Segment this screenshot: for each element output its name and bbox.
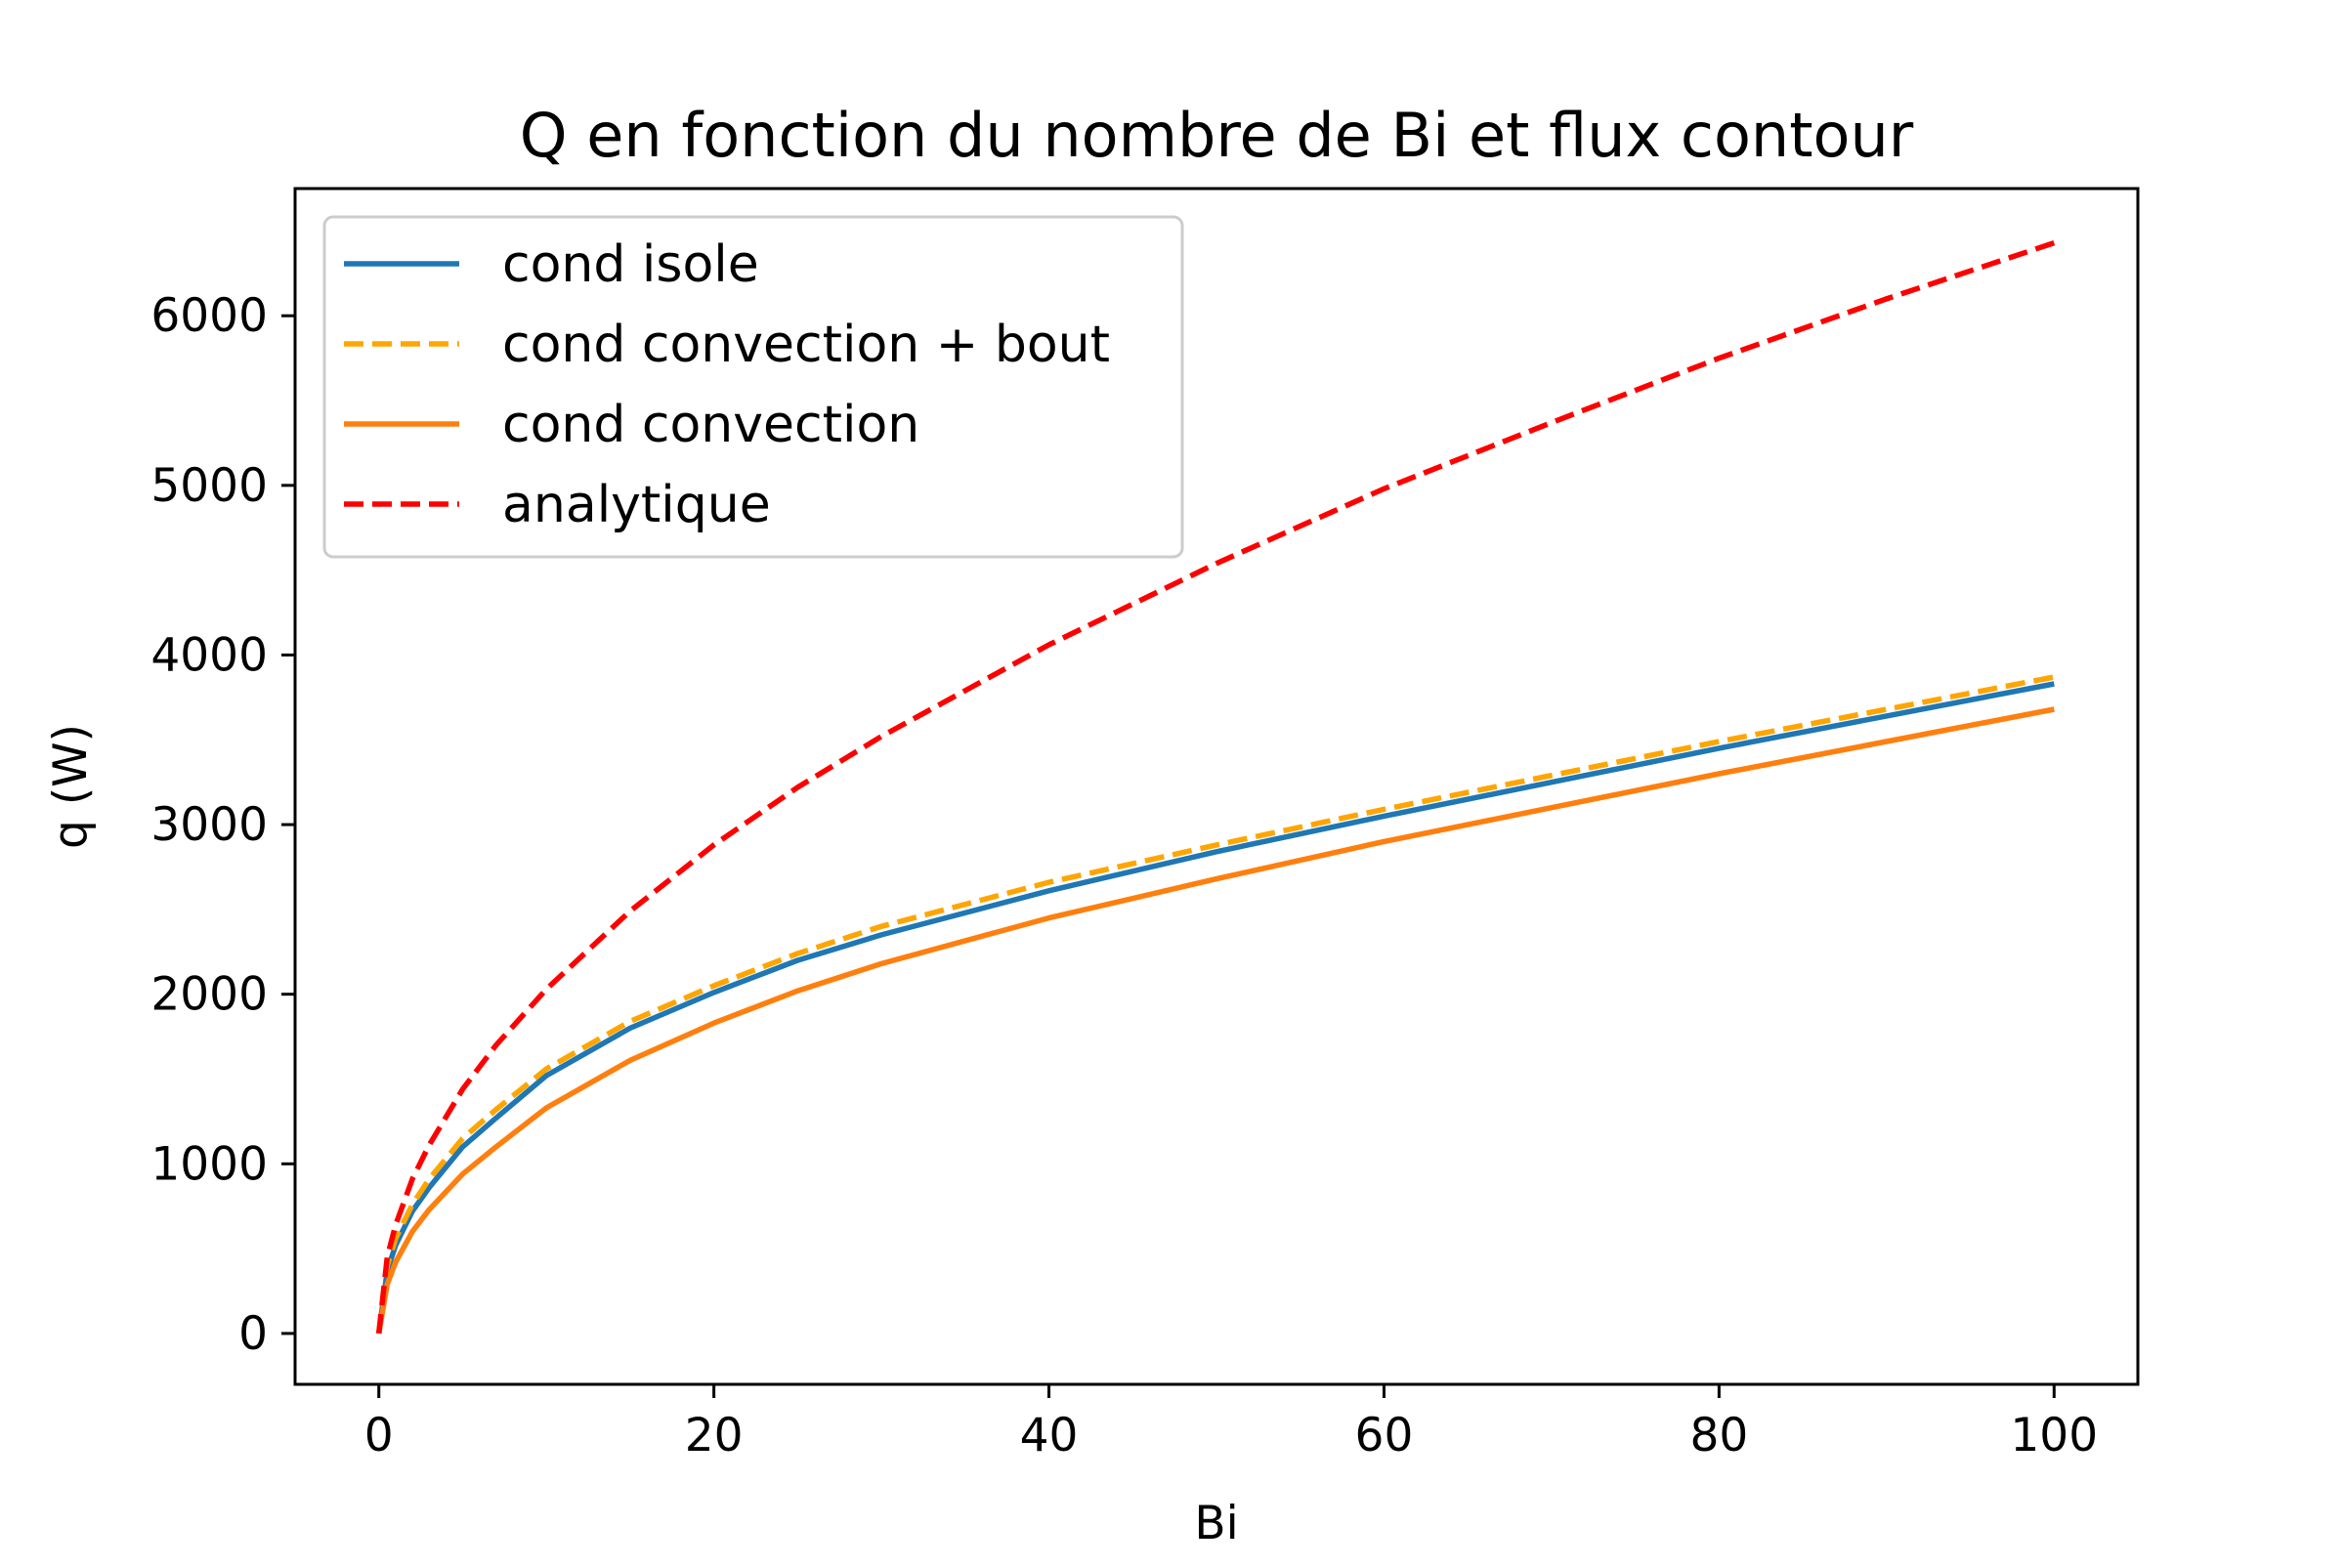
- legend-box: [322, 215, 1184, 559]
- y-tick-label: 1000: [150, 1137, 268, 1191]
- legend-label-4: analytique: [502, 476, 771, 534]
- legend-label-1: cond isole: [502, 235, 759, 294]
- plot-frame: [293, 187, 2140, 1386]
- x-tick-label: 40: [1020, 1409, 1079, 1462]
- x-axis: 0 20 40 60 80 100: [364, 1384, 2098, 1462]
- series-line-3: [375, 706, 2055, 1335]
- y-tick-label: 0: [238, 1307, 268, 1361]
- y-tick-label: 3000: [150, 798, 268, 852]
- x-axis-label: Bi: [1194, 1497, 1238, 1550]
- x-tick-label: 100: [2010, 1409, 2098, 1462]
- series-line-4: [375, 239, 2056, 1335]
- y-tick-label: 4000: [150, 628, 268, 682]
- x-tick-label: 80: [1689, 1409, 1748, 1462]
- y-tick-label: 2000: [150, 968, 268, 1022]
- legend-label-3: cond convection: [502, 396, 919, 454]
- y-axis-label: q (W): [44, 724, 98, 849]
- x-tick-label: 0: [364, 1409, 394, 1462]
- series-line-1: [375, 681, 2055, 1335]
- x-tick-label: 20: [685, 1409, 744, 1462]
- y-tick-label: 5000: [150, 459, 268, 513]
- legend-label-2: cond convection + bout: [502, 316, 1110, 374]
- chart-title: Q en fonction du nombre de Bi et flux co…: [520, 100, 1914, 171]
- y-tick-label: 6000: [150, 289, 268, 343]
- series-line-2: [375, 674, 2055, 1335]
- legend: cond isole cond convection + bout cond con…: [322, 215, 1184, 559]
- y-axis: 0 1000 2000 3000 4000 5000 6000: [150, 289, 295, 1361]
- x-tick-label: 60: [1355, 1409, 1414, 1462]
